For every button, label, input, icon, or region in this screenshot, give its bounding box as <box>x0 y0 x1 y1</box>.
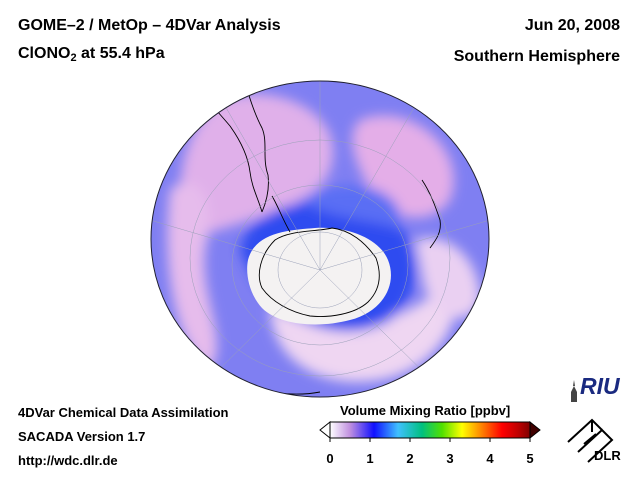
species-subscript: 2 <box>70 52 77 64</box>
colorbar-tick-label: 5 <box>526 451 533 466</box>
footer-line-1: 4DVar Chemical Data Assimilation <box>18 405 229 420</box>
globe-map <box>150 80 490 398</box>
colorbar-ticks: 0 1 2 3 4 5 <box>326 438 534 466</box>
colorbar: 0 1 2 3 4 5 <box>319 420 541 466</box>
species-level: at 55.4 hPa <box>76 45 165 62</box>
antarctic-peninsula <box>271 195 291 233</box>
species-label: ClONO2 at 55.4 hPa <box>18 45 165 64</box>
riu-logo-icon <box>571 380 577 402</box>
colorbar-tick-label: 3 <box>446 451 453 466</box>
colorbar-gradient <box>329 421 531 439</box>
region-label: Southern Hemisphere <box>453 48 620 65</box>
dlr-logo-icon <box>567 418 614 463</box>
colorbar-title: Volume Mixing Ratio [ppbv] <box>340 403 511 418</box>
footer-line-2: SACADA Version 1.7 <box>18 429 146 444</box>
colorbar-max-arrow <box>529 420 541 440</box>
footer-url: http://wdc.dlr.de <box>18 453 118 468</box>
globe-outline <box>150 80 490 398</box>
species-name: ClONO <box>18 45 71 62</box>
colorbar-tick-label: 0 <box>326 451 333 466</box>
antarctica-coastline <box>258 227 380 317</box>
date-label: Jun 20, 2008 <box>524 17 620 34</box>
riu-logo-text: RIU <box>580 373 620 399</box>
south-america-coastline <box>244 81 269 213</box>
map-title: GOME–2 / MetOp – 4DVar Analysis <box>18 17 281 34</box>
africa-coastline <box>421 179 441 249</box>
dlr-logo-text: DLR <box>594 448 621 463</box>
antarctica-polar-cap <box>247 227 391 325</box>
colorbar-tick-label: 4 <box>486 451 494 466</box>
colorbar-tick-label: 2 <box>406 451 413 466</box>
colorbar-tick-label: 1 <box>366 451 373 466</box>
colorbar-min-arrow <box>319 420 331 440</box>
